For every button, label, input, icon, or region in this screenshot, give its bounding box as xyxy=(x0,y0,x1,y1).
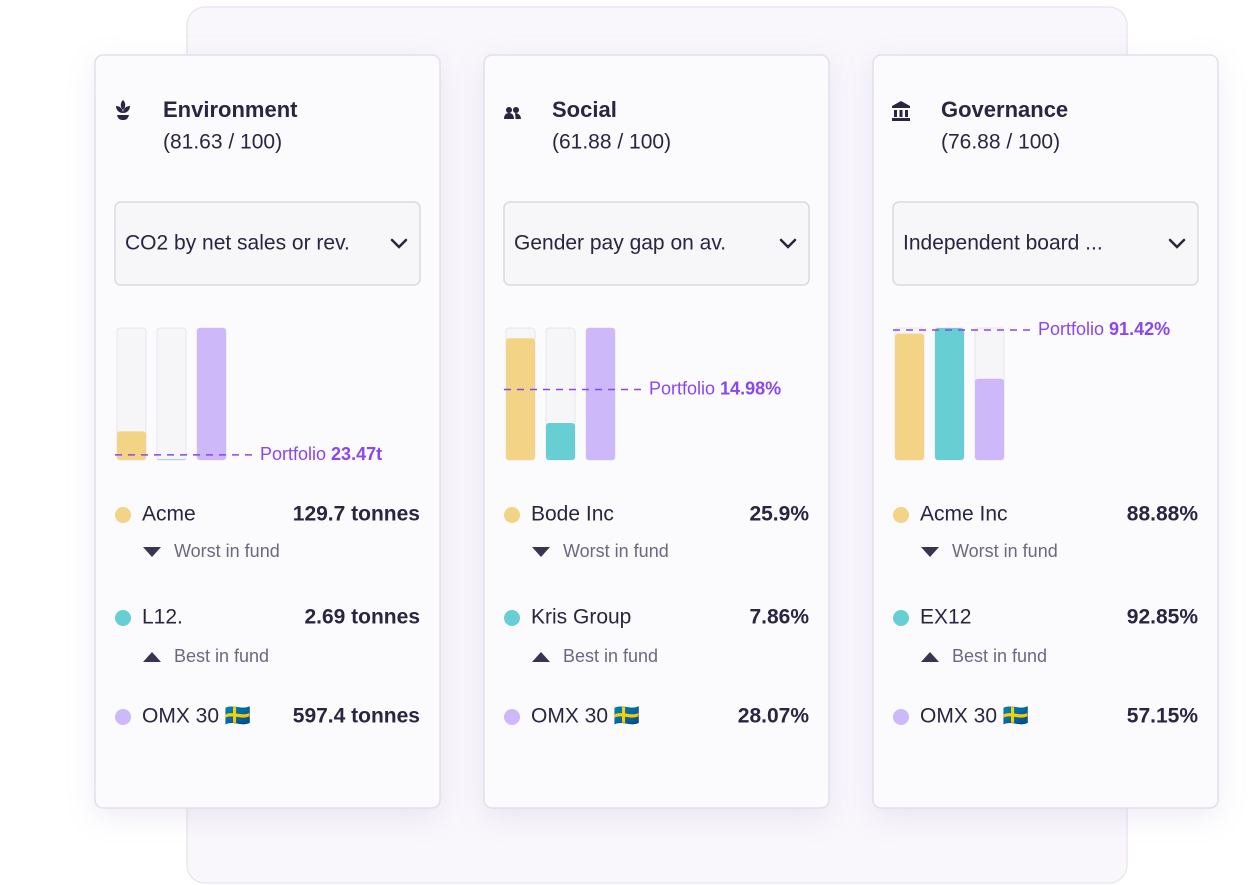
bar xyxy=(935,328,964,460)
card-background xyxy=(94,54,441,809)
portfolio-label: Portfolio 23.47t xyxy=(260,444,382,464)
bar xyxy=(506,338,535,460)
row-name: EX12 xyxy=(920,606,971,629)
row-note: Worst in fund xyxy=(174,541,280,561)
note-arrow xyxy=(143,547,161,557)
row-value: 597.4 tonnes xyxy=(293,705,420,728)
portfolio-value: 23.47t xyxy=(331,444,382,464)
legend-dot xyxy=(504,507,520,523)
portfolio-label: Portfolio 91.42% xyxy=(1038,319,1170,339)
legend-dot xyxy=(115,610,131,626)
dropdown-chevron xyxy=(779,238,797,249)
legend-dot xyxy=(504,610,520,626)
note-arrow xyxy=(532,547,550,557)
dropdown-box xyxy=(503,201,810,286)
row-name: Bode Inc xyxy=(531,503,614,526)
legend-dot xyxy=(893,709,909,725)
row-note: Best in fund xyxy=(952,646,1047,666)
dropdown-label: CO2 by net sales or rev. xyxy=(125,232,350,255)
row-name: Acme xyxy=(142,503,196,526)
esg-card: Governance (76.88 / 100) Independent board… xyxy=(872,54,1219,809)
portfolio-text: Portfolio xyxy=(649,378,715,398)
legend-dot xyxy=(115,709,131,725)
row-name: OMX 30 🇸🇪 xyxy=(920,705,1029,728)
row-name: L12. xyxy=(142,606,183,629)
dropdown-box xyxy=(892,201,1199,286)
dropdown-box xyxy=(114,201,421,286)
row-value: 7.86% xyxy=(749,606,809,629)
dropdown-chevron xyxy=(390,238,408,249)
row-note: Worst in fund xyxy=(563,541,669,561)
metric-dropdown[interactable]: Independent board ... xyxy=(892,201,1199,286)
note-arrow xyxy=(921,652,939,662)
legend-dot xyxy=(115,507,131,523)
bar xyxy=(157,459,186,460)
row-value: 88.88% xyxy=(1127,503,1199,526)
row-name: OMX 30 🇸🇪 xyxy=(531,705,640,728)
row-note: Best in fund xyxy=(174,646,269,666)
metric-dropdown[interactable]: CO2 by net sales or rev. xyxy=(114,201,421,286)
row-value: 2.69 tonnes xyxy=(304,606,420,629)
portfolio-text: Portfolio xyxy=(1038,319,1104,339)
note-arrow xyxy=(143,652,161,662)
dropdown-label: Independent board ... xyxy=(903,232,1103,255)
row-note: Best in fund xyxy=(563,646,658,666)
card-icon xyxy=(504,107,521,119)
legend-dot xyxy=(893,610,909,626)
portfolio-value: 91.42% xyxy=(1109,319,1170,339)
bar xyxy=(975,378,1004,460)
bar xyxy=(895,333,924,460)
card-title: Social xyxy=(552,97,617,122)
row-note: Worst in fund xyxy=(952,541,1058,561)
note-arrow xyxy=(921,547,939,557)
row-name: Acme Inc xyxy=(920,503,1008,526)
card-background xyxy=(872,54,1219,809)
row-value: 57.15% xyxy=(1127,705,1199,728)
row-value: 25.9% xyxy=(749,503,809,526)
dropdown-label: Gender pay gap on av. xyxy=(514,232,726,255)
legend-dot xyxy=(504,709,520,725)
bar-track xyxy=(156,327,187,461)
bar xyxy=(546,423,575,460)
card-icon xyxy=(892,101,910,121)
portfolio-value: 14.98% xyxy=(720,378,781,398)
esg-card: Social (61.88 / 100) Gender pay gap on av.… xyxy=(483,54,830,809)
row-value: 28.07% xyxy=(738,705,810,728)
portfolio-label: Portfolio 14.98% xyxy=(649,378,781,398)
card-title: Environment xyxy=(163,97,298,122)
row-name: OMX 30 🇸🇪 xyxy=(142,705,251,728)
bar xyxy=(586,328,615,460)
note-arrow xyxy=(532,652,550,662)
card-icon xyxy=(116,100,130,120)
card-score: (76.88 / 100) xyxy=(941,131,1060,154)
portfolio-text: Portfolio xyxy=(260,444,326,464)
card-title: Governance xyxy=(941,97,1068,122)
card-score: (81.63 / 100) xyxy=(163,131,282,154)
esg-card: Environment (81.63 / 100) CO2 by net sales… xyxy=(94,54,441,809)
dropdown-chevron xyxy=(1168,238,1186,249)
row-value: 129.7 tonnes xyxy=(293,503,420,526)
bar xyxy=(117,431,146,460)
legend-dot xyxy=(893,507,909,523)
row-value: 92.85% xyxy=(1127,606,1199,629)
row-name: Kris Group xyxy=(531,606,631,629)
card-score: (61.88 / 100) xyxy=(552,131,671,154)
bar xyxy=(197,328,226,460)
card-background xyxy=(483,54,830,809)
metric-dropdown[interactable]: Gender pay gap on av. xyxy=(503,201,810,286)
